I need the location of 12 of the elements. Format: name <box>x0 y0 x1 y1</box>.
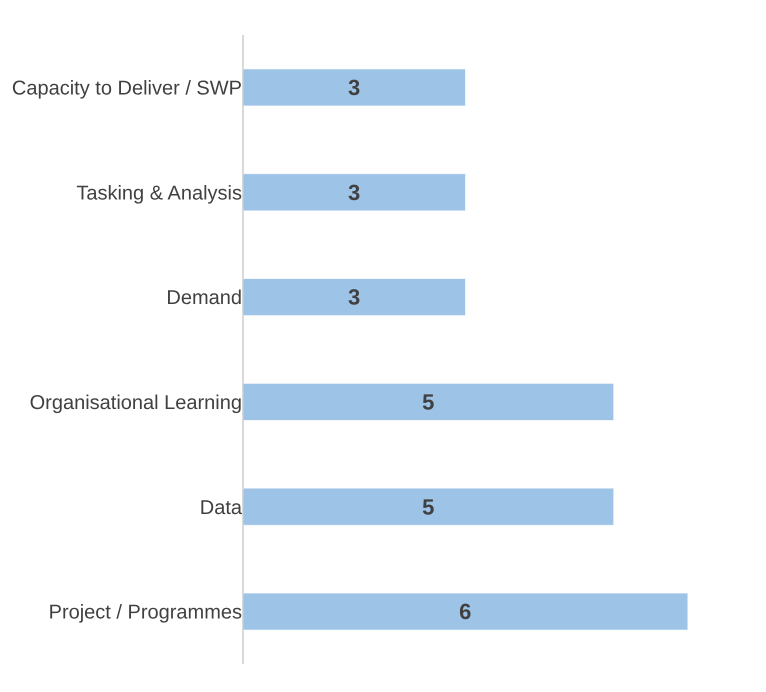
data-label: 5 <box>422 389 434 414</box>
data-label: 3 <box>348 284 360 310</box>
y-tick-label: Organisational Learning <box>30 392 242 414</box>
data-label: 5 <box>422 494 434 520</box>
data-label: 3 <box>348 180 360 205</box>
y-tick-label: Tasking & Analysis <box>76 182 242 204</box>
data-label: 6 <box>459 599 472 624</box>
y-tick-label: Capacity to Deliver / SWP <box>12 77 242 100</box>
y-tick-label: Demand <box>166 287 242 310</box>
data-label: 3 <box>348 74 360 100</box>
y-tick-label: Data <box>200 496 243 519</box>
y-tick-label: Project / Programmes <box>48 602 242 624</box>
